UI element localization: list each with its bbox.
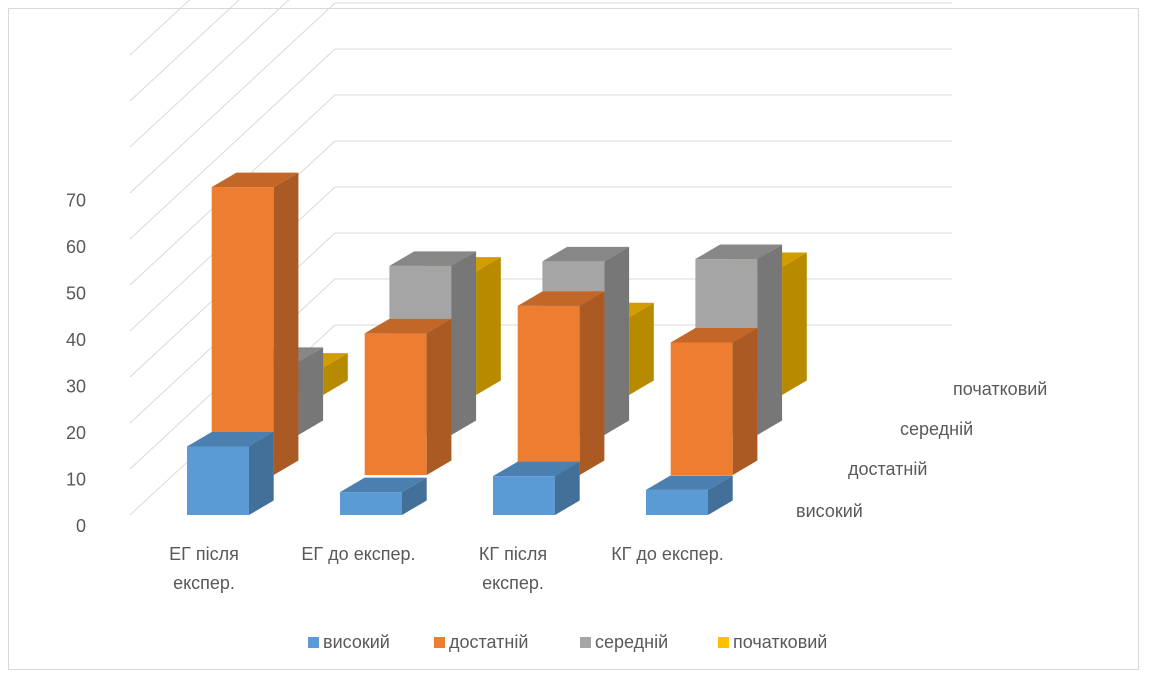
bar-початковий-side [323,353,348,395]
bar-високий-top [187,431,274,447]
legend-label: достатній [449,632,528,652]
bar-початковий-side [629,302,654,395]
bar-середній-side [298,347,324,435]
legend-label: середній [595,632,668,652]
legend-label: високий [323,632,390,652]
bar-середній-side [604,246,630,435]
bar-високий-front [646,489,708,515]
bar-достатній-front [517,305,580,475]
legend-swatch [718,637,729,648]
bar-достатній-front [670,342,733,475]
bar-високий-top [646,475,733,490]
depth-axis-label: початковий [953,379,1047,399]
bar-достатній-side [579,291,605,475]
bar-середній-top [695,244,783,260]
gridline-depth [129,0,240,102]
bar-достатній-side [273,172,299,475]
bar-середній-side [757,244,783,435]
x-category-label: КГ після [479,544,547,564]
bar-достатній-top [364,318,452,334]
y-tick-label: 0 [76,516,86,536]
x-category-label: КГ до експер. [611,544,724,564]
y-tick-label: 70 [66,191,86,211]
x-category-label: експер. [482,573,544,593]
legend-swatch [308,637,319,648]
bar-високий-top [493,461,580,477]
bar-високий-front [340,492,402,515]
bar-високий-side [402,477,427,515]
y-tick-label: 40 [66,330,86,350]
y-tick-label: 30 [66,377,86,397]
x-category-label: ЕГ після [169,544,239,564]
bar-високий-top [340,477,427,493]
bar-достатній-side [426,318,452,475]
bar-достатній-top [670,327,758,343]
bar-середній-side [451,251,477,435]
legend-swatch [580,637,591,648]
bar-середній-top [389,251,477,266]
bar-початковий-side [476,257,501,395]
bar-достатній-top [211,172,299,188]
bar-високий-front [187,446,249,515]
bar-високий-side [249,431,274,515]
bar-високий-front [493,476,555,515]
bar-початковий-side [782,252,807,395]
bar-високий-side [708,475,733,515]
y-tick-label: 20 [66,423,86,443]
depth-axis-label: середній [900,419,973,439]
depth-axis-label: високий [796,501,863,521]
depth-axis-label: достатній [848,459,927,479]
legend-label: початковий [733,632,827,652]
gridline-depth [129,0,191,56]
y-tick-label: 50 [66,284,86,304]
gridline-depth [129,0,290,148]
bar-достатній-front [364,333,427,475]
gridline-depth [129,48,336,240]
legend-swatch [434,637,445,648]
bar-достатній-top [517,291,605,306]
bar-високий-side [555,461,580,515]
bar-середній-top [542,246,630,262]
bar-достатній-side [732,327,758,475]
y-tick-label: 60 [66,237,86,257]
bar-достатній-front [211,187,274,475]
x-category-label: експер. [173,573,235,593]
x-category-label: ЕГ до експер. [301,544,415,564]
gridline-depth [129,2,336,194]
y-tick-label: 10 [66,470,86,490]
